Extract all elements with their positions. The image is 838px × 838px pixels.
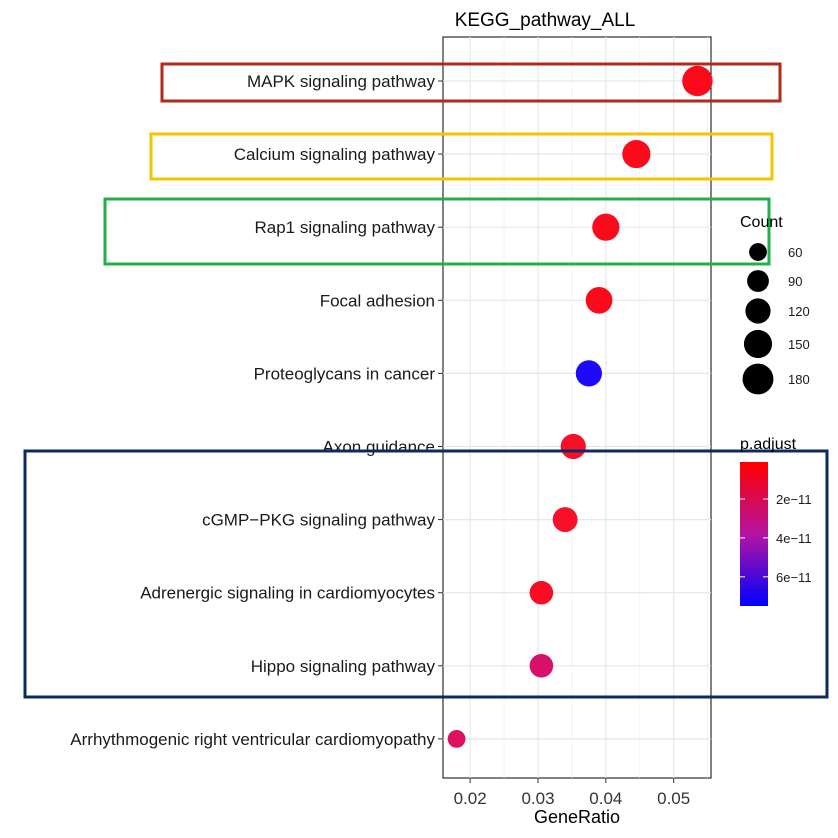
count-legend-dot — [749, 243, 767, 261]
pathway-point — [682, 65, 713, 97]
chart-title: KEGG_pathway_ALL — [455, 10, 636, 31]
pathway-point — [575, 360, 602, 387]
highlight-box — [103, 197, 771, 266]
x-axis-title: GeneRatio — [534, 807, 620, 827]
pathway-point — [447, 729, 466, 748]
highlight-box — [149, 132, 774, 181]
count-legend-dot — [742, 363, 774, 395]
padjust-legend: 2e−11 4e−11 6e−11 — [740, 492, 812, 585]
pathway-label: cGMP−PKG signaling pathway — [202, 511, 435, 530]
padjust-legend-title: p.adjust — [740, 436, 797, 453]
pathway-label: MAPK signaling pathway — [247, 72, 436, 91]
x-tick-label: 0.05 — [657, 789, 690, 808]
highlight-boxes — [23, 62, 829, 699]
pathway-label: Adrenergic signaling in cardiomyocytes — [140, 584, 435, 603]
count-legend-label: 150 — [788, 337, 810, 352]
y-axis-ticks — [438, 80, 443, 740]
y-axis-labels: MAPK signaling pathway Calcium signaling … — [70, 72, 435, 749]
count-legend-label: 120 — [788, 304, 810, 319]
padjust-colorbar — [740, 462, 768, 606]
count-legend: 60 90 120 150 180 — [742, 243, 810, 395]
count-legend-dot — [743, 329, 773, 359]
highlight-box — [160, 62, 782, 103]
count-legend-label: 60 — [788, 245, 802, 260]
pathway-point — [592, 213, 620, 241]
pathway-point — [622, 140, 651, 169]
pathway-point — [560, 433, 586, 460]
x-tick-label: 0.02 — [454, 789, 487, 808]
pathway-label: Axon guidance — [323, 438, 435, 457]
count-legend-label: 180 — [788, 372, 810, 387]
pathway-label: Calcium signaling pathway — [234, 145, 436, 164]
pathway-label: Focal adhesion — [320, 291, 435, 310]
plot-panel — [442, 36, 712, 779]
pathway-point — [529, 654, 554, 678]
pathway-label: Proteoglycans in cancer — [254, 364, 436, 383]
padjust-tick-label: 6e−11 — [776, 570, 812, 585]
count-legend-label: 90 — [788, 274, 802, 289]
pathway-point — [552, 507, 578, 533]
pathway-label: Arrhythmogenic right ventricular cardiom… — [70, 730, 435, 749]
pathway-label: Rap1 signaling pathway — [254, 218, 435, 237]
x-tick-label: 0.04 — [589, 789, 622, 808]
data-points — [447, 65, 713, 748]
x-axis-ticks: 0.02 0.03 0.04 0.05 — [454, 778, 690, 808]
x-tick-label: 0.03 — [521, 789, 554, 808]
padjust-tick-label: 4e−11 — [776, 531, 812, 546]
pathway-point — [529, 580, 554, 605]
pathway-point — [585, 286, 613, 314]
count-legend-dot — [747, 270, 769, 292]
count-legend-dot — [745, 298, 771, 324]
highlight-box — [23, 449, 829, 699]
count-legend-title: Count — [740, 214, 783, 231]
padjust-tick-label: 2e−11 — [776, 492, 812, 507]
pathway-label: Hippo signaling pathway — [251, 657, 436, 676]
